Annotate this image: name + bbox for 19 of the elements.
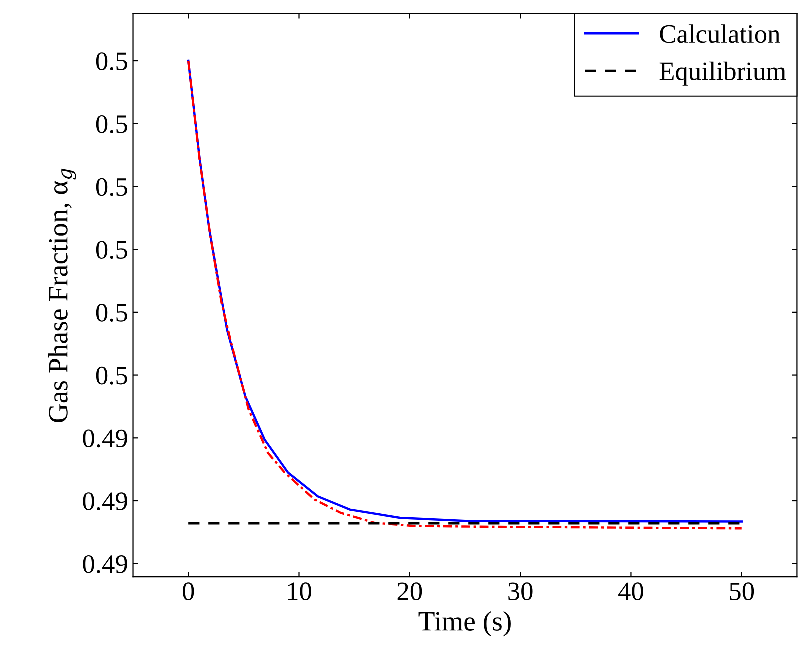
- y-tick-label: 0.49: [83, 430, 128, 448]
- y-tick-label: 0.5: [96, 115, 128, 134]
- x-tick-label: 20: [398, 582, 422, 600]
- y-tick-label: 0.5: [96, 304, 128, 322]
- x-tick-label: 0: [183, 582, 194, 600]
- x-tick-label: 50: [730, 582, 754, 600]
- y-tick-label: 0.49: [83, 492, 128, 511]
- x-tick-label: 30: [508, 582, 533, 600]
- y-tick-label: 0.5: [96, 366, 128, 385]
- y-tick-label: 0.5: [96, 52, 128, 71]
- y-tick-label: 0.5: [96, 241, 128, 260]
- y-tick-label: 0.5: [96, 178, 128, 196]
- x-axis-title: Time (s): [418, 611, 511, 637]
- y-tick-label: 0.49: [83, 555, 128, 574]
- legend-label: Equilibrium: [660, 62, 786, 86]
- y-axis-title: Gas Phase Fraction, α$_{g}$: [48, 168, 76, 423]
- legend-label: Calculation: [660, 24, 780, 44]
- x-tick-label: 10: [288, 582, 312, 600]
- x-tick-label: 40: [618, 582, 644, 600]
